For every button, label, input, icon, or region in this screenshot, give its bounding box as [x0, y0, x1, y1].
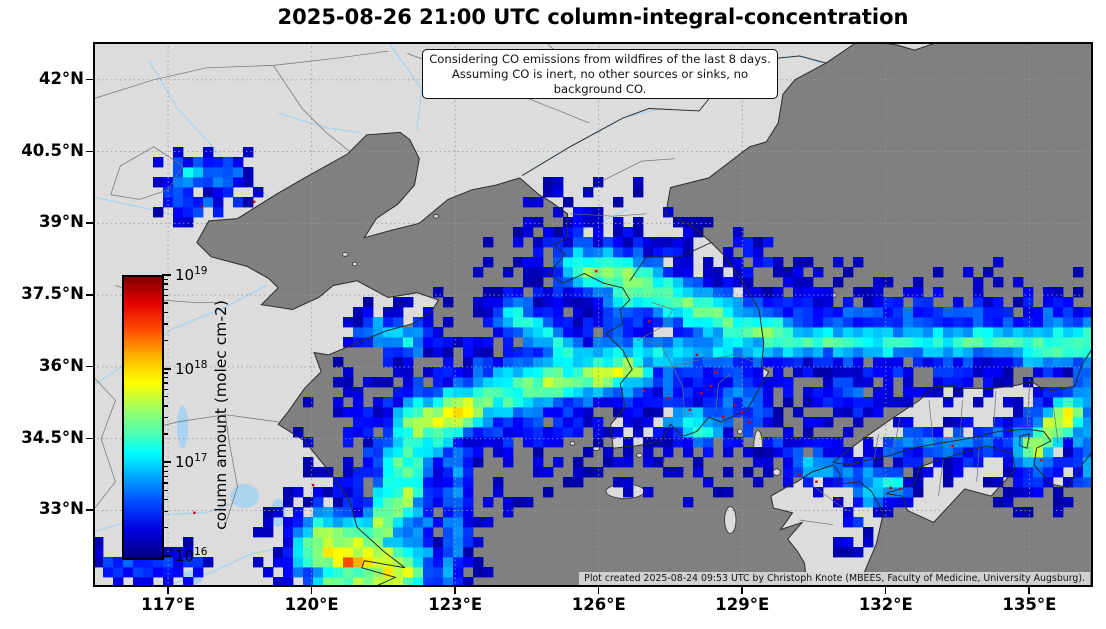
island: [569, 441, 576, 446]
colorbar-minor-tick: [162, 510, 168, 512]
colorbar-minor-tick: [162, 433, 168, 435]
colorbar: [122, 275, 164, 560]
colorbar-minor-tick: [162, 489, 168, 492]
lat-tickmark: [86, 294, 93, 296]
plume-raster: [93, 147, 1093, 587]
colorbar-tick-base: 10: [175, 547, 195, 565]
colorbar-tick-base: 10: [175, 453, 195, 472]
colorbar-tick-label: 1017: [175, 452, 207, 471]
colorbar-major-tick: [162, 274, 171, 276]
lat-tickmark: [86, 222, 93, 224]
island: [772, 468, 781, 476]
lon-tick-label: 117°E: [141, 595, 196, 614]
plot-title: 2025-08-26 21:00 UTC column-integral-con…: [277, 5, 909, 29]
lon-tickmark: [310, 587, 313, 594]
colorbar-minor-tick: [162, 372, 168, 374]
colorbar-minor-tick: [162, 476, 168, 478]
colorbar-minor-tick: [162, 498, 168, 501]
lon-tickmark: [597, 587, 600, 594]
map-canvas: [93, 42, 1093, 587]
island: [737, 428, 743, 435]
colorbar-minor-tick: [162, 278, 168, 280]
island: [351, 261, 358, 267]
river: [278, 112, 360, 134]
landmass: [878, 42, 939, 51]
colorbar-minor-tick: [162, 283, 168, 285]
lon-tick-label: 126°E: [571, 595, 626, 614]
lat-tickmark: [86, 78, 93, 81]
colorbar-tick-exponent: 16: [194, 546, 208, 558]
fire-markers: [193, 200, 1043, 514]
island: [636, 453, 643, 458]
lon-tick-label: 123°E: [428, 595, 483, 614]
lat-tick-label: 34.5°N: [21, 427, 84, 447]
colorbar-tick-exponent: 18: [194, 358, 208, 371]
lat-tick-label: 33°N: [38, 499, 84, 519]
lat-tickmark: [86, 437, 93, 440]
colorbar-minor-tick: [162, 323, 168, 325]
river: [387, 42, 423, 131]
colorbar-tick-exponent: 17: [194, 452, 208, 465]
colorbar-minor-tick: [162, 311, 168, 313]
lat-tickmark: [86, 365, 93, 368]
annotation-line1: Considering CO emissions from wildfires …: [429, 52, 771, 66]
colorbar-minor-tick: [162, 470, 168, 473]
colorbar-tick-base: 10: [175, 266, 195, 284]
island: [433, 213, 439, 219]
coastlines: [93, 42, 1093, 587]
country-border-cn-kp: [521, 55, 827, 176]
colorbar-minor-tick: [162, 377, 168, 379]
island: [341, 252, 349, 257]
colorbar-major-tick: [162, 367, 171, 370]
lat-tick-label: 40.5°N: [21, 140, 84, 160]
country-border-dmz: [629, 242, 712, 282]
lon-tick-label: 120°E: [284, 595, 339, 614]
colorbar-minor-tick: [162, 405, 168, 407]
lat-tick-label: 39°N: [38, 212, 84, 232]
colorbar-minor-tick: [162, 388, 168, 391]
colorbar-minor-tick: [162, 302, 168, 304]
map-plot: 1019 1018 1017 1016 column amount (molec cm…: [93, 42, 1093, 587]
lon-tickmark: [741, 587, 743, 594]
colorbar-minor-tick: [162, 288, 168, 291]
lat-tickmark: [86, 150, 93, 153]
lon-tickmark: [1028, 587, 1030, 594]
lat-tick-label: 42°N: [38, 68, 84, 88]
lon-tick-label: 129°E: [715, 595, 770, 614]
plot-frame: [93, 42, 1093, 587]
colorbar-tick-label: 1016: [175, 546, 207, 565]
lon-tick-label: 135°E: [1002, 595, 1057, 614]
gridlines: [93, 42, 1093, 587]
lon-tickmark: [454, 587, 456, 594]
colorbar-minor-tick: [162, 527, 168, 529]
lake: [176, 405, 189, 449]
annotation-line2: Assuming CO is inert, no other sources o…: [451, 66, 749, 96]
colorbar-minor-tick: [162, 482, 168, 484]
colorbar-minor-tick: [162, 295, 168, 297]
colorbar-tick-label: 1019: [175, 265, 207, 284]
colorbar-minor-tick: [162, 465, 168, 468]
lat-tick-label: 37.5°N: [21, 284, 84, 304]
colorbar-minor-tick: [162, 339, 168, 342]
colorbar-tick-base: 10: [175, 359, 195, 378]
island: [724, 506, 737, 534]
landmass: [93, 42, 858, 586]
lon-tickmark: [884, 587, 887, 594]
colorbar-minor-tick: [162, 416, 168, 419]
lat-tickmark: [86, 509, 93, 511]
colorbar-minor-tick: [162, 396, 168, 398]
colorbar-axis-label: column amount (molec cm-2): [212, 300, 230, 530]
colorbar-major-tick: [162, 555, 171, 557]
colorbar-major-tick: [162, 461, 171, 464]
colorbar-tick-label: 1018: [175, 359, 207, 378]
lon-tick-label: 132°E: [858, 595, 913, 614]
lat-tick-label: 36°N: [38, 355, 84, 375]
credit-note: Plot created 2025-08-24 09:53 UTC by Chr…: [579, 572, 1090, 585]
colorbar-tick-exponent: 19: [194, 265, 208, 277]
colorbar-minor-tick: [162, 382, 168, 384]
lon-tickmark: [167, 587, 169, 594]
annotation-box: Considering CO emissions from wildfires …: [422, 49, 778, 100]
river: [93, 500, 241, 533]
